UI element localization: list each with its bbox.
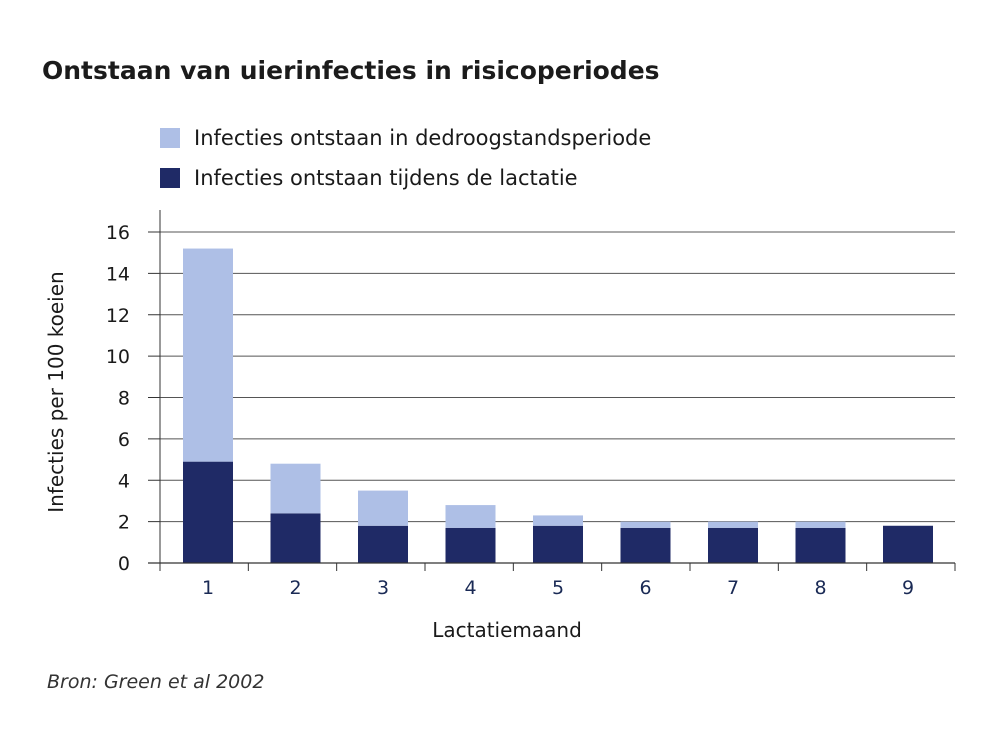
x-tick-label: 6 (639, 577, 651, 599)
bars (183, 248, 933, 563)
x-tick-label: 2 (289, 577, 301, 599)
y-tick-label: 16 (106, 222, 130, 244)
x-tick-label: 9 (902, 577, 914, 599)
bar-segment-lactatie (183, 461, 233, 563)
bar-segment-droogstand (183, 248, 233, 462)
y-tick-label: 10 (106, 346, 130, 368)
source-note: Bron: Green et al 2002 (47, 671, 265, 693)
bar-segment-lactatie (795, 527, 846, 563)
x-tick-label: 5 (552, 577, 564, 599)
bar-segment-lactatie (445, 527, 496, 563)
bar-segment-lactatie (708, 527, 758, 563)
legend-label-droogstand: Infecties ontstaan in dedroogstandsperio… (194, 126, 652, 150)
y-tick-label: 12 (106, 305, 130, 327)
legend-swatch-lactatie (160, 168, 180, 188)
x-tick-label: 1 (202, 577, 214, 599)
legend-item-lactatie: Infecties ontstaan tijdens de lactatie (160, 158, 651, 198)
legend-item-droogstand: Infecties ontstaan in dedroogstandsperio… (160, 118, 651, 158)
bar-segment-droogstand (795, 521, 846, 528)
bar-segment-lactatie (533, 525, 583, 563)
y-tick-label: 2 (118, 512, 130, 534)
bar-segment-droogstand (708, 521, 758, 528)
bar-segment-droogstand (620, 521, 671, 528)
y-tick-label: 14 (106, 263, 130, 285)
bar-segment-lactatie (883, 525, 933, 563)
y-tick-label: 4 (118, 470, 130, 492)
x-tick-label: 4 (464, 577, 476, 599)
bar-segment-droogstand (445, 505, 496, 528)
x-tick-label: 3 (377, 577, 389, 599)
x-tick-label: 8 (814, 577, 826, 599)
chart-title: Ontstaan van uierinfecties in risicoperi… (42, 56, 660, 85)
y-axis-label: Infecties per 100 koeien (44, 271, 68, 512)
bar-segment-lactatie (620, 527, 671, 563)
bar-segment-droogstand (358, 490, 408, 526)
x-axis-label: Lactatiemaand (432, 618, 582, 642)
x-tick-label: 7 (727, 577, 739, 599)
bar-segment-lactatie (358, 525, 408, 563)
bar-segment-droogstand (270, 463, 321, 514)
legend-label-lactatie: Infecties ontstaan tijdens de lactatie (194, 166, 578, 190)
legend: Infecties ontstaan in dedroogstandsperio… (160, 118, 651, 198)
bar-segment-lactatie (270, 513, 321, 563)
bar-segment-droogstand (533, 515, 583, 526)
y-tick-label: 0 (118, 553, 130, 575)
y-tick-label: 8 (118, 388, 130, 410)
legend-swatch-droogstand (160, 128, 180, 148)
y-tick-label: 6 (118, 429, 130, 451)
